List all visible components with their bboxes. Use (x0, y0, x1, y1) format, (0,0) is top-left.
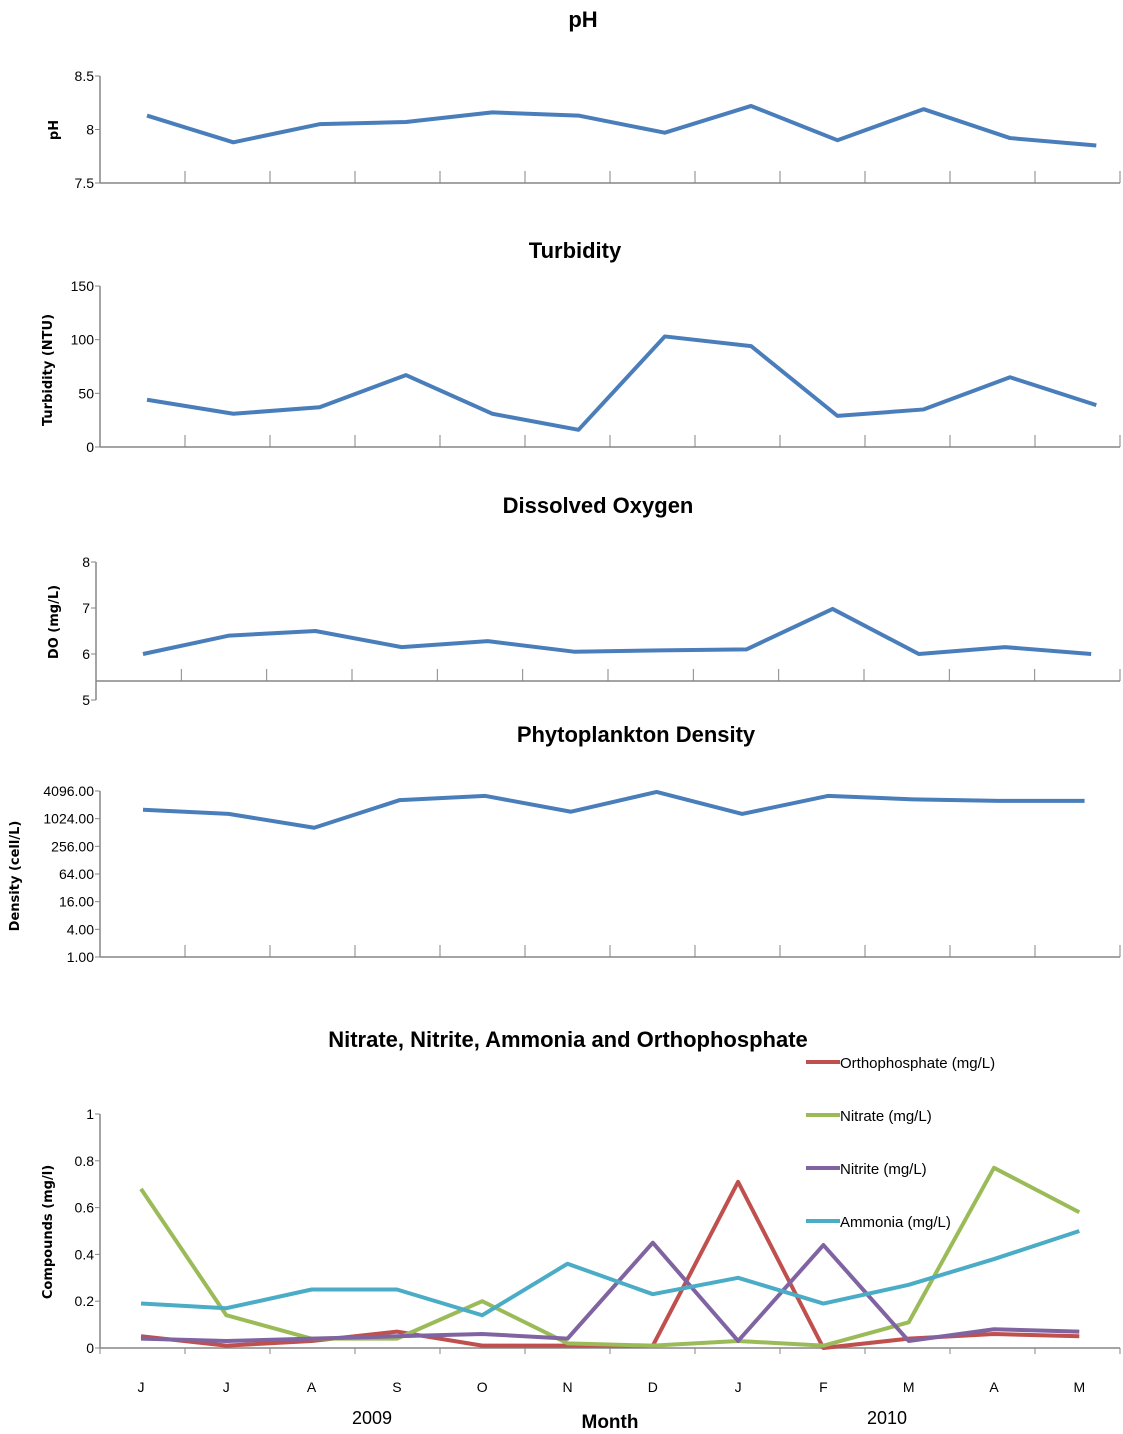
y-axis-label: Turbidity (NTU) (41, 314, 56, 426)
y-tick-label: 8 (86, 122, 94, 138)
y-axis-label: Density (cell/L) (8, 821, 23, 932)
series-line-nitrate (139, 1165, 1081, 1348)
y-tick-label: 50 (78, 385, 94, 401)
legend-label: Nitrite (mg/L) (840, 1161, 927, 1178)
y-tick-label: 8 (82, 554, 90, 570)
x-tick-label: F (819, 1379, 828, 1395)
year-label: 2010 (867, 1408, 907, 1428)
x-tick-label: M (1073, 1379, 1085, 1395)
legend-label: Orthophosphate (mg/L) (840, 1055, 995, 1072)
y-tick-label: 5 (82, 692, 90, 708)
x-tick-label: J (735, 1379, 742, 1395)
series-line (142, 606, 1092, 656)
x-tick-label: M (903, 1379, 915, 1395)
y-tick-label: 0.8 (75, 1153, 95, 1169)
x-tick-label: J (138, 1379, 145, 1395)
series-line (142, 789, 1085, 830)
chart-title: Turbidity (529, 238, 622, 263)
y-tick-label: 7.5 (75, 175, 95, 191)
y-tick-label: 0.6 (75, 1200, 95, 1216)
panel-5: Nitrate, Nitrite, Ammonia and Orthophosp… (41, 1027, 1121, 1433)
y-axis-label: DO (mg/L) (47, 585, 62, 659)
y-tick-label: 4096.00 (43, 783, 94, 799)
series-line-nitrite (140, 1240, 1080, 1343)
series-line (146, 103, 1097, 148)
y-tick-label: 7 (82, 600, 90, 616)
y-tick-label: 150 (71, 278, 95, 294)
x-tick-label: A (989, 1379, 999, 1395)
year-label: 2009 (352, 1408, 392, 1428)
x-tick-label: A (307, 1379, 317, 1395)
y-axis-label: pH (47, 120, 62, 140)
chart-title: pH (568, 7, 597, 32)
y-tick-label: 0.4 (75, 1246, 95, 1262)
y-tick-label: 256.00 (51, 838, 94, 854)
panel-4: Phytoplankton Density Density (cell/L) 1.0… (8, 722, 1121, 965)
y-tick-label: 4.00 (67, 921, 94, 937)
series-line-ammonia (140, 1229, 1080, 1318)
chart-title: Dissolved Oxygen (503, 493, 694, 518)
x-tick-label: N (562, 1379, 572, 1395)
chart-title: Phytoplankton Density (517, 722, 756, 747)
x-tick-label: J (223, 1379, 230, 1395)
y-tick-label: 1024.00 (43, 811, 94, 827)
chart-title: Nitrate, Nitrite, Ammonia and Orthophosp… (328, 1027, 808, 1052)
y-tick-label: 0.2 (75, 1293, 95, 1309)
panel-3: Dissolved Oxygen DO (mg/L) 5 6 7 8 (47, 493, 1121, 708)
panel-1: pH pH 7.5 8 8.5 (47, 7, 1121, 191)
y-tick-label: 6 (82, 646, 90, 662)
y-tick-label: 1 (86, 1106, 94, 1122)
x-tick-label: O (477, 1379, 488, 1395)
series-line (146, 334, 1097, 432)
y-tick-label: 0 (86, 1340, 94, 1356)
x-tick-label: S (392, 1379, 401, 1395)
y-tick-label: 8.5 (75, 68, 95, 84)
panel-2: Turbidity Turbidity (NTU) 0 50 100 150 (41, 238, 1121, 455)
y-tick-label: 64.00 (59, 866, 94, 882)
y-tick-label: 16.00 (59, 894, 94, 910)
y-axis-label: Compounds (mg/l) (41, 1165, 56, 1299)
x-tick-label: D (648, 1379, 658, 1395)
y-tick-label: 1.00 (67, 949, 94, 965)
legend-label: Ammonia (mg/L) (840, 1214, 951, 1231)
y-tick-label: 0 (86, 439, 94, 455)
y-tick-label: 100 (71, 332, 95, 348)
legend-label: Nitrate (mg/L) (840, 1108, 932, 1125)
x-axis-title: Month (582, 1412, 639, 1433)
